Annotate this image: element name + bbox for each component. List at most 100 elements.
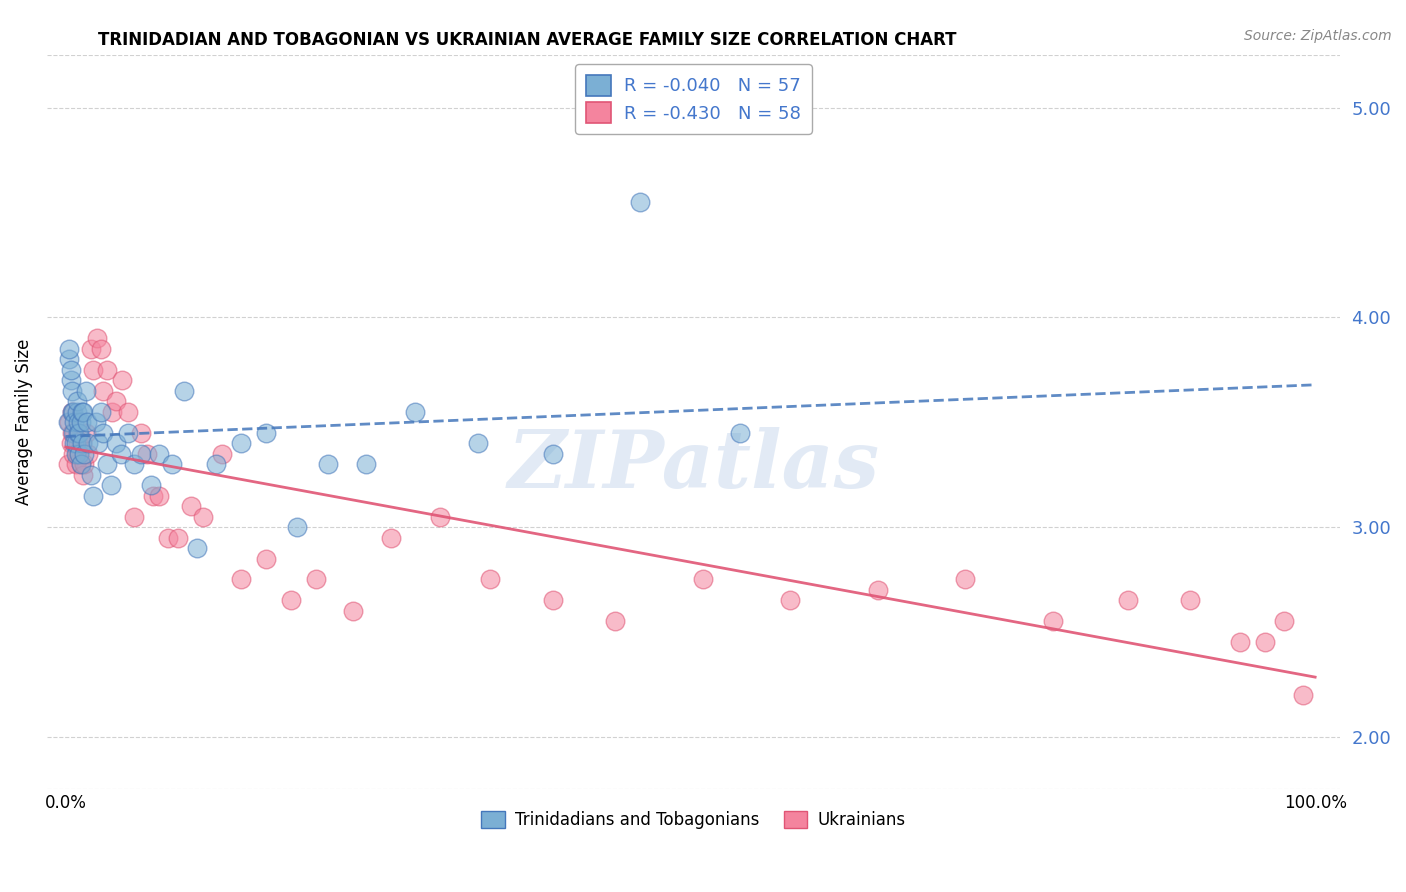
Point (59, 363, 82, 377)
Point (1254, 635, 1277, 649)
Point (75, 425, 97, 440)
Point (67, 425, 90, 440)
Point (82, 363, 104, 377)
Point (1229, 635, 1251, 649)
Point (67, 436, 90, 450)
Point (72, 467, 94, 482)
Point (124, 457, 146, 471)
Point (316, 457, 339, 471)
Point (191, 509, 214, 524)
Point (59, 436, 82, 450)
Point (110, 447, 132, 461)
Point (479, 573, 502, 587)
Point (96, 363, 118, 377)
Point (62, 425, 84, 440)
Point (90, 405, 112, 419)
Point (69, 457, 91, 471)
Point (66, 447, 89, 461)
Point (354, 457, 377, 471)
Text: ZIPatlas: ZIPatlas (508, 427, 880, 505)
Point (1116, 593, 1139, 607)
Point (59, 373, 82, 387)
Point (955, 573, 977, 587)
Point (82, 489, 104, 503)
Point (129, 447, 152, 461)
Point (76, 415, 98, 429)
Point (100, 478, 122, 492)
Text: TRINIDADIAN AND TOBAGONIAN VS UKRAINIAN AVERAGE FAMILY SIZE CORRELATION CHART: TRINIDADIAN AND TOBAGONIAN VS UKRAINIAN … (98, 31, 957, 49)
Point (60, 405, 83, 419)
Point (87, 436, 110, 450)
Point (90, 342, 112, 356)
Point (73, 457, 96, 471)
Point (148, 489, 170, 503)
Point (139, 478, 162, 492)
Legend: Trinidadians and Tobagonians, Ukrainians: Trinidadians and Tobagonians, Ukrainians (475, 805, 912, 836)
Point (124, 509, 146, 524)
Point (135, 447, 157, 461)
Point (77, 436, 100, 450)
Point (104, 394, 127, 409)
Point (65, 436, 87, 450)
Point (69, 415, 91, 429)
Point (167, 531, 190, 545)
Point (60, 384, 83, 398)
Y-axis label: Average Family Size: Average Family Size (15, 339, 32, 506)
Point (67, 415, 90, 429)
Point (541, 593, 564, 607)
Point (429, 509, 451, 524)
Point (86, 331, 108, 345)
Point (66, 394, 89, 409)
Point (63, 436, 86, 450)
Point (541, 447, 564, 461)
Point (66, 405, 89, 419)
Point (67, 447, 90, 461)
Point (104, 436, 127, 450)
Point (866, 582, 889, 597)
Point (84, 415, 107, 429)
Point (148, 447, 170, 461)
Point (160, 457, 183, 471)
Point (405, 405, 427, 419)
Point (72, 405, 94, 419)
Point (60, 405, 83, 419)
Point (180, 499, 202, 513)
Point (142, 489, 165, 503)
Point (70, 405, 93, 419)
Point (280, 593, 302, 607)
Point (342, 604, 364, 618)
Point (91, 384, 114, 398)
Point (58, 415, 80, 429)
Point (70, 436, 93, 450)
Point (63, 415, 86, 429)
Point (101, 405, 124, 419)
Point (96, 457, 118, 471)
Text: Source: ZipAtlas.com: Source: ZipAtlas.com (1244, 29, 1392, 43)
Point (1180, 593, 1202, 607)
Point (173, 384, 195, 398)
Point (229, 436, 252, 450)
Point (1291, 688, 1313, 702)
Point (380, 531, 402, 545)
Point (67, 447, 90, 461)
Point (157, 531, 180, 545)
Point (730, 425, 752, 440)
Point (779, 593, 801, 607)
Point (60, 425, 83, 440)
Point (186, 541, 208, 555)
Point (129, 425, 152, 440)
Point (254, 425, 277, 440)
Point (204, 457, 226, 471)
Point (111, 373, 134, 387)
Point (285, 520, 308, 534)
Point (58, 342, 80, 356)
Point (73, 447, 96, 461)
Point (467, 436, 489, 450)
Point (65, 447, 87, 461)
Point (62, 447, 84, 461)
Point (211, 447, 233, 461)
Point (628, 194, 651, 209)
Point (77, 447, 100, 461)
Point (117, 425, 139, 440)
Point (75, 384, 97, 398)
